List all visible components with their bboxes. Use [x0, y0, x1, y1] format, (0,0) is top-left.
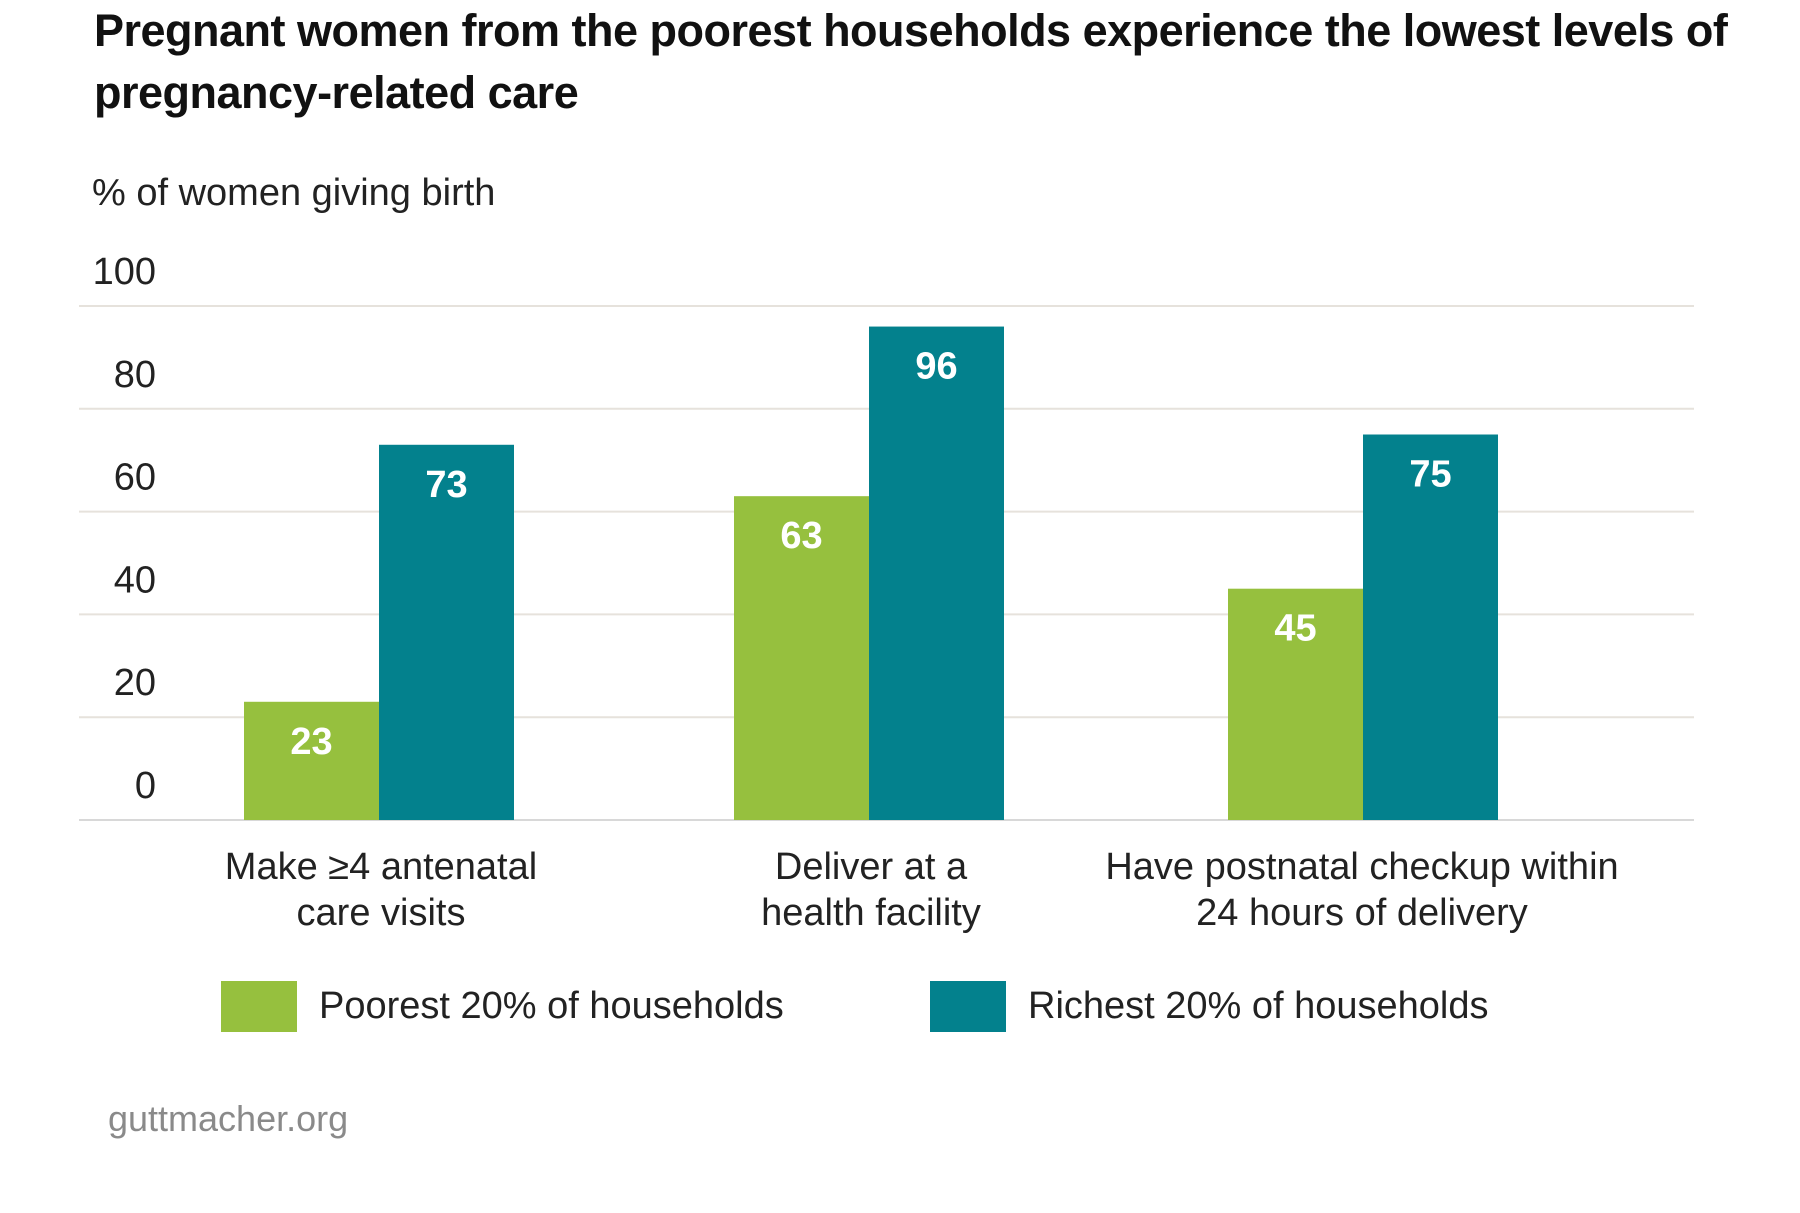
category-label: Make ≥4 antenatal care visits	[151, 844, 611, 936]
category-label-line: 24 hours of delivery	[1196, 892, 1528, 934]
y-tick-label: 40	[114, 559, 156, 601]
bar	[244, 701, 379, 820]
category-label: Deliver at a health facility	[641, 844, 1101, 936]
data-label: 63	[780, 515, 822, 557]
data-label: 96	[915, 346, 957, 388]
bar	[869, 326, 1004, 820]
category-label: Have postnatal checkup within 24 hours o…	[1082, 844, 1642, 936]
bar	[1363, 434, 1498, 820]
legend-swatch-richest	[930, 981, 1006, 1032]
data-label: 45	[1274, 608, 1316, 650]
y-tick-label: 80	[114, 354, 156, 396]
bar	[1228, 588, 1363, 820]
category-label-line: health facility	[761, 892, 981, 934]
category-label-line: care visits	[296, 892, 466, 934]
y-axis-label: % of women giving birth	[92, 172, 496, 214]
legend-item-richest: Richest 20% of households	[930, 981, 1489, 1032]
legend-swatch-poorest	[221, 981, 297, 1032]
legend-label: Richest 20% of households	[1028, 985, 1489, 1027]
data-label: 23	[290, 721, 332, 763]
legend-label: Poorest 20% of households	[319, 985, 784, 1027]
data-label: 73	[425, 464, 467, 506]
y-tick-label: 20	[114, 662, 156, 704]
data-label: 75	[1409, 454, 1451, 496]
category-label-line: Deliver at a	[774, 846, 968, 888]
category-label-line: Have postnatal checkup within	[1105, 846, 1619, 888]
legend-item-poorest: Poorest 20% of households	[221, 981, 784, 1032]
bar	[379, 444, 514, 820]
bar	[734, 496, 869, 820]
y-tick-label: 0	[135, 765, 156, 807]
y-tick-label: 60	[114, 457, 156, 499]
chart-title: Pregnant women from the poorest househol…	[94, 5, 1728, 118]
category-label-line: Make ≥4 antenatal	[224, 846, 538, 888]
source-footer: guttmacher.org	[108, 1098, 349, 1139]
y-tick-label: 100	[93, 251, 156, 293]
